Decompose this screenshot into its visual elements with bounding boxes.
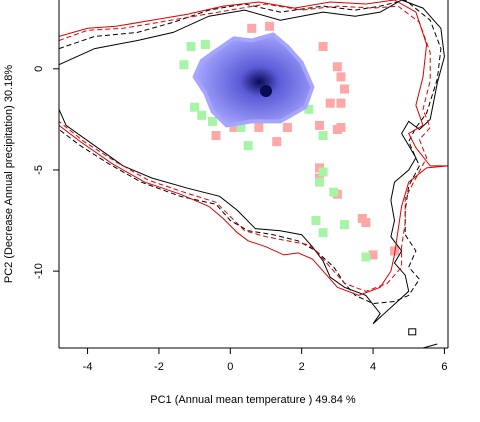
niche-pixel-red (340, 84, 350, 94)
niche-pixel-green (243, 141, 253, 151)
niche-pixel-red (336, 72, 346, 82)
niche-pixel-red (282, 122, 292, 132)
contour-solid-red (59, 0, 448, 296)
outlier-mark (408, 328, 417, 336)
y-tick-label: 0 (33, 66, 45, 72)
niche-pixel-green (179, 60, 189, 70)
y-axis-ticks: 0 -5 -10 (33, 66, 59, 279)
niche-pixel-green (197, 110, 207, 120)
outlier-segment (422, 343, 438, 348)
y-tick-label: -5 (33, 165, 45, 175)
density-surface (192, 32, 315, 128)
niche-pixel-red (325, 98, 335, 108)
x-tick-label: 2 (299, 361, 305, 373)
contour-dashed-black (59, 0, 442, 305)
y-tick-label: -10 (33, 263, 45, 279)
niche-pixel-red (389, 246, 399, 256)
niche-pixel-red (336, 98, 346, 108)
contour-solid-black (59, 0, 445, 325)
niche-pixel-green (315, 177, 325, 187)
niche-pixel-green (340, 220, 350, 230)
niche-pixel-green (200, 40, 210, 50)
x-axis-title: PC1 (Annual mean temperature ) 49.84 % (150, 394, 356, 406)
niche-pixel-green (318, 167, 328, 177)
niche-pixel-red (332, 124, 342, 134)
niche-pixel-green (207, 116, 217, 126)
y-axis-title: PC2 (Decrease Annual precipitation) 30.1… (3, 65, 15, 284)
x-tick-label: 0 (227, 361, 233, 373)
contour-dashed-red (59, 3, 431, 292)
niche-pixel-red (247, 23, 257, 33)
density-peak (259, 85, 272, 98)
plot-area (59, 0, 448, 348)
niche-pixel-red (332, 62, 342, 72)
x-tick-label: 4 (370, 361, 376, 373)
niche-pixel-green (361, 252, 371, 262)
x-tick-label: -2 (154, 361, 164, 373)
niche-pixel-green (236, 122, 246, 132)
niche-pixel-green (318, 131, 328, 141)
niche-pixel-red (361, 218, 371, 228)
niche-pixel-red (315, 120, 325, 130)
x-tick-label: -4 (83, 361, 93, 373)
niche-pixel-red (254, 122, 264, 132)
niche-pixel-green (186, 42, 196, 52)
niche-pixel-green (304, 104, 314, 114)
x-tick-label: 6 (441, 361, 447, 373)
niche-pixel-red (211, 131, 221, 141)
niche-pixel-red (368, 250, 378, 260)
x-axis-ticks: -4 -2 0 2 4 6 (83, 348, 447, 373)
niche-pixel-green (329, 187, 339, 197)
niche-pixel-red (272, 137, 282, 147)
niche-pixel-green (190, 102, 200, 112)
niche-pixel-green (318, 228, 328, 238)
niche-pixel-red (318, 42, 328, 52)
niche-pixel-red (265, 21, 275, 31)
niche-pixel-green (311, 216, 321, 226)
niche-pixel-red (229, 122, 239, 132)
axes (58, 0, 449, 349)
